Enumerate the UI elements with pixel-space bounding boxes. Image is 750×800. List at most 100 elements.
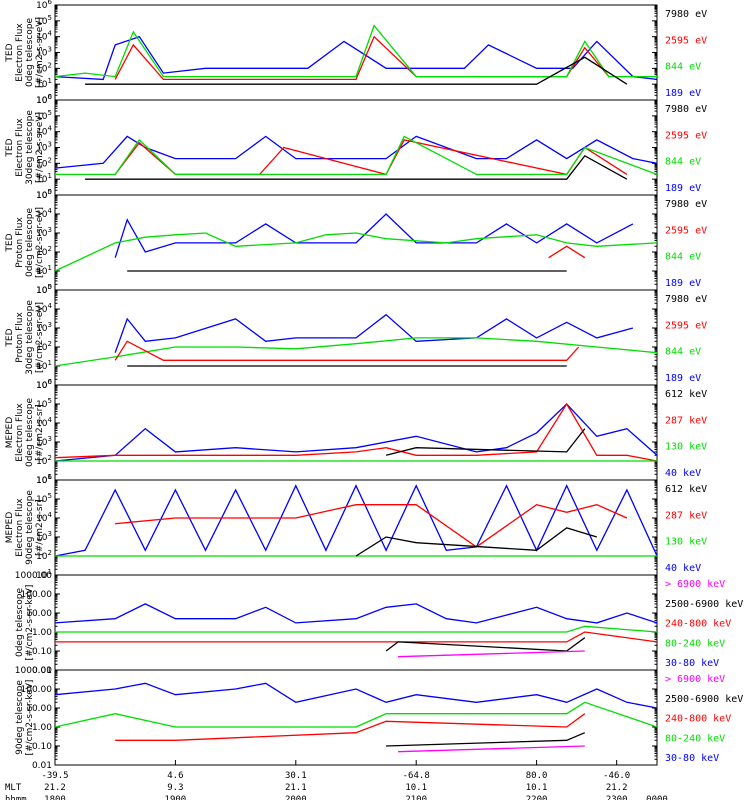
legend-item: 30-80 keV: [665, 658, 719, 669]
legend-item: 7980 eV: [665, 9, 707, 20]
y-axis-label: Electron Flux: [15, 403, 25, 462]
y-tick-label: 0.01: [32, 666, 52, 676]
x-tick-label: 2000: [285, 795, 307, 800]
y-axis-label: MEPED: [5, 512, 15, 544]
y-tick-exponent: 5: [48, 109, 52, 117]
series-line-green: [55, 232, 657, 272]
x-tick-label: 0000: [646, 795, 668, 800]
y-tick-exponent: 5: [48, 283, 52, 291]
legend-item: > 6900 keV: [665, 674, 725, 685]
panel-frame: [54, 669, 658, 766]
y-axis-label: 0deg telescope: [25, 208, 35, 278]
x-tick-label: -64.8: [403, 771, 430, 781]
panel-frame: [54, 384, 658, 481]
y-tick-exponent: 5: [48, 492, 52, 500]
series-line-red: [548, 245, 586, 259]
y-axis-label: Electron Flux: [15, 23, 25, 82]
x-tick-label: 2300: [606, 795, 628, 800]
series-group: [55, 313, 657, 367]
x-tick-label: 10.1: [405, 783, 427, 793]
y-tick-exponent: 5: [48, 188, 52, 196]
legend-item: 844 eV: [665, 62, 701, 73]
y-tick-exponent: 6: [48, 473, 53, 481]
series-line-green: [55, 701, 657, 728]
y-tick-exponent: 2: [48, 61, 52, 69]
y-tick-exponent: 3: [48, 530, 52, 538]
y-axis-label: TED: [5, 138, 15, 157]
y-tick-exponent: 4: [48, 207, 53, 215]
series-line-red: [115, 713, 586, 741]
y-axis-label: [#/cm2-s-sr-keV]: [25, 585, 35, 661]
y-tick-exponent: 4: [48, 416, 53, 424]
y-axis-label: [#/cm2-s-sr-keV]: [25, 680, 35, 756]
legend-item: 189 eV: [665, 183, 701, 194]
series-line-blue: [55, 403, 657, 462]
y-axis-label: MEPED: [5, 417, 15, 449]
legend-item: 844 eV: [665, 157, 701, 168]
y-axis-label: Proton Flux: [15, 312, 25, 363]
series-line-red: [114, 340, 580, 361]
legend-item: 240-800 keV: [665, 714, 731, 725]
x-axis: -39.5 4.6 30.1 -64.8 80.0 -46.0 MLT 21.2 9.3 21.1…: [5, 760, 668, 800]
x-tick-label: 9.3: [167, 783, 183, 793]
x-tick-label: -46.0: [603, 771, 630, 781]
series-line-black: [386, 732, 586, 747]
legend-item: 7980 eV: [665, 294, 707, 305]
y-axis-label: 0deg telescope: [25, 398, 35, 468]
legend-item: 2595 eV: [665, 320, 707, 331]
y-axis-label: [#/cm2-s-sr-eV]: [35, 112, 45, 183]
legend-item: 189 eV: [665, 373, 701, 384]
y-axis-label: TED: [5, 328, 15, 347]
y-tick-exponent: 1: [48, 77, 52, 85]
series-line-black: [385, 637, 586, 652]
legend-item: 2595 eV: [665, 130, 707, 141]
x-tick-label: 21.1: [285, 783, 307, 793]
y-tick-exponent: 0: [48, 93, 52, 101]
series-line-blue: [55, 35, 657, 81]
y-tick-exponent: 5: [48, 14, 52, 22]
legend-item: 189 eV: [665, 278, 701, 289]
y-tick-exponent: 4: [48, 30, 53, 38]
series-group: [55, 484, 657, 557]
series-line-black: [385, 428, 586, 456]
series-line-blue: [114, 213, 634, 258]
y-tick-exponent: 2: [48, 245, 52, 253]
legend-item: 130 keV: [665, 537, 707, 548]
y-tick-exponent: 1: [48, 264, 52, 272]
y-tick-label: 105: [36, 283, 52, 296]
y-tick-exponent: 1: [48, 473, 52, 481]
y-tick-label: 106: [36, 473, 52, 486]
y-axis-label: Proton Flux: [15, 217, 25, 268]
series-line-blue: [114, 313, 634, 353]
y-axis-label: Electron Flux: [15, 118, 25, 177]
legend-item: 2595 eV: [665, 225, 707, 236]
y-tick-exponent: 0: [48, 378, 52, 386]
y-tick-label: 10.00: [26, 704, 52, 714]
y-axis-label: 90deg telescope: [15, 680, 25, 755]
x-tick-label: 2100: [405, 795, 427, 800]
legend-item: 7980 eV: [665, 199, 707, 210]
series-line-red: [114, 35, 610, 81]
legend-item: 7980 eV: [665, 104, 707, 115]
legend-item: 287 keV: [665, 510, 707, 521]
x-tick-label: -39.5: [41, 771, 68, 781]
y-tick-label: 106: [36, 0, 52, 11]
x-tick-label: 21.2: [606, 783, 628, 793]
y-tick-exponent: 2: [48, 549, 52, 557]
legend-item: 189 eV: [665, 88, 701, 99]
y-axis-label: 0deg telescope: [15, 588, 25, 658]
series-line-green: [55, 625, 657, 633]
x-tick-label: 80.0: [526, 771, 548, 781]
legend-item: 2500-6900 keV: [665, 694, 743, 705]
y-tick-exponent: 3: [48, 435, 52, 443]
legend-item: > 6900 keV: [665, 579, 725, 590]
series-line-magenta: [398, 650, 585, 658]
y-tick-exponent: 6: [48, 0, 53, 6]
legend-item: 612 keV: [665, 389, 707, 400]
y-tick-exponent: 6: [48, 378, 53, 386]
y-tick-exponent: 0: [48, 188, 52, 196]
panel-frame: [54, 574, 658, 671]
